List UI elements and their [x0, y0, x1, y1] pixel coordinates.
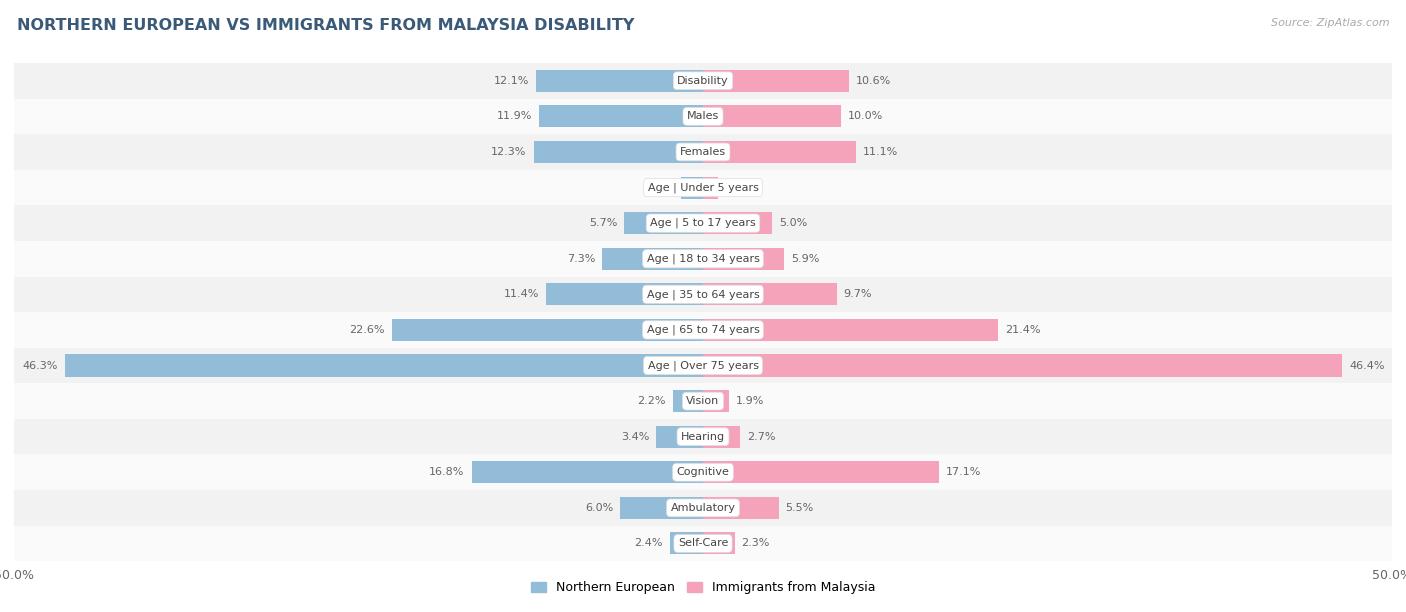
Text: 2.2%: 2.2%	[637, 396, 666, 406]
Bar	[14, 206, 1392, 241]
Bar	[14, 170, 1392, 206]
Text: 16.8%: 16.8%	[429, 468, 464, 477]
Text: 7.3%: 7.3%	[567, 254, 596, 264]
Text: Ambulatory: Ambulatory	[671, 503, 735, 513]
Text: 5.7%: 5.7%	[589, 218, 617, 228]
Text: Disability: Disability	[678, 76, 728, 86]
Text: 10.6%: 10.6%	[856, 76, 891, 86]
Text: 1.1%: 1.1%	[725, 182, 754, 193]
Bar	[703, 105, 841, 127]
Text: 22.6%: 22.6%	[349, 325, 385, 335]
Text: 11.4%: 11.4%	[503, 289, 538, 299]
Bar	[538, 105, 703, 127]
Bar	[703, 176, 718, 198]
Text: Age | 5 to 17 years: Age | 5 to 17 years	[650, 218, 756, 228]
Bar	[703, 141, 856, 163]
Text: 2.4%: 2.4%	[634, 539, 664, 548]
Bar	[533, 141, 703, 163]
Bar	[14, 383, 1392, 419]
Bar	[392, 319, 703, 341]
Text: 5.9%: 5.9%	[792, 254, 820, 264]
Bar	[14, 526, 1392, 561]
Text: 1.9%: 1.9%	[737, 396, 765, 406]
Bar	[14, 455, 1392, 490]
Text: Cognitive: Cognitive	[676, 468, 730, 477]
Bar	[681, 176, 703, 198]
Bar	[536, 70, 703, 92]
Text: 2.3%: 2.3%	[741, 539, 770, 548]
Text: 2.7%: 2.7%	[747, 431, 776, 442]
Bar	[624, 212, 703, 234]
Bar	[657, 426, 703, 448]
Text: 5.5%: 5.5%	[786, 503, 814, 513]
Text: Females: Females	[681, 147, 725, 157]
Bar	[703, 319, 998, 341]
Bar	[14, 99, 1392, 134]
Bar	[14, 312, 1392, 348]
Bar	[602, 248, 703, 270]
Text: 10.0%: 10.0%	[848, 111, 883, 121]
Text: Vision: Vision	[686, 396, 720, 406]
Bar	[546, 283, 703, 305]
Text: Hearing: Hearing	[681, 431, 725, 442]
Text: 12.3%: 12.3%	[491, 147, 527, 157]
Text: 5.0%: 5.0%	[779, 218, 807, 228]
Text: 12.1%: 12.1%	[494, 76, 530, 86]
Text: 9.7%: 9.7%	[844, 289, 872, 299]
Text: Self-Care: Self-Care	[678, 539, 728, 548]
Bar	[14, 490, 1392, 526]
Bar	[620, 497, 703, 519]
Text: 11.1%: 11.1%	[863, 147, 898, 157]
Bar	[703, 70, 849, 92]
Bar	[703, 283, 837, 305]
Bar	[703, 426, 740, 448]
Text: 3.4%: 3.4%	[621, 431, 650, 442]
Text: 1.6%: 1.6%	[645, 182, 673, 193]
Text: 46.4%: 46.4%	[1350, 360, 1385, 370]
Text: 6.0%: 6.0%	[585, 503, 613, 513]
Bar	[14, 63, 1392, 99]
Bar	[703, 212, 772, 234]
Bar	[703, 390, 730, 412]
Bar	[703, 461, 939, 483]
Bar	[14, 241, 1392, 277]
Text: Age | 35 to 64 years: Age | 35 to 64 years	[647, 289, 759, 300]
Bar	[65, 354, 703, 376]
Bar	[703, 354, 1343, 376]
Bar	[14, 277, 1392, 312]
Text: 11.9%: 11.9%	[496, 111, 531, 121]
Bar	[703, 248, 785, 270]
Text: NORTHERN EUROPEAN VS IMMIGRANTS FROM MALAYSIA DISABILITY: NORTHERN EUROPEAN VS IMMIGRANTS FROM MAL…	[17, 18, 634, 34]
Text: Age | 65 to 74 years: Age | 65 to 74 years	[647, 324, 759, 335]
Bar	[471, 461, 703, 483]
Text: 17.1%: 17.1%	[945, 468, 981, 477]
Bar	[14, 419, 1392, 455]
Bar	[14, 348, 1392, 383]
Bar	[672, 390, 703, 412]
Bar	[703, 532, 735, 554]
Text: Age | 18 to 34 years: Age | 18 to 34 years	[647, 253, 759, 264]
Text: Age | Under 5 years: Age | Under 5 years	[648, 182, 758, 193]
Text: 21.4%: 21.4%	[1005, 325, 1040, 335]
Text: 46.3%: 46.3%	[22, 360, 58, 370]
Text: Age | Over 75 years: Age | Over 75 years	[648, 360, 758, 371]
Bar	[703, 497, 779, 519]
Legend: Northern European, Immigrants from Malaysia: Northern European, Immigrants from Malay…	[526, 577, 880, 599]
Text: Males: Males	[688, 111, 718, 121]
Bar	[14, 134, 1392, 170]
Bar	[669, 532, 703, 554]
Text: Source: ZipAtlas.com: Source: ZipAtlas.com	[1271, 18, 1389, 28]
